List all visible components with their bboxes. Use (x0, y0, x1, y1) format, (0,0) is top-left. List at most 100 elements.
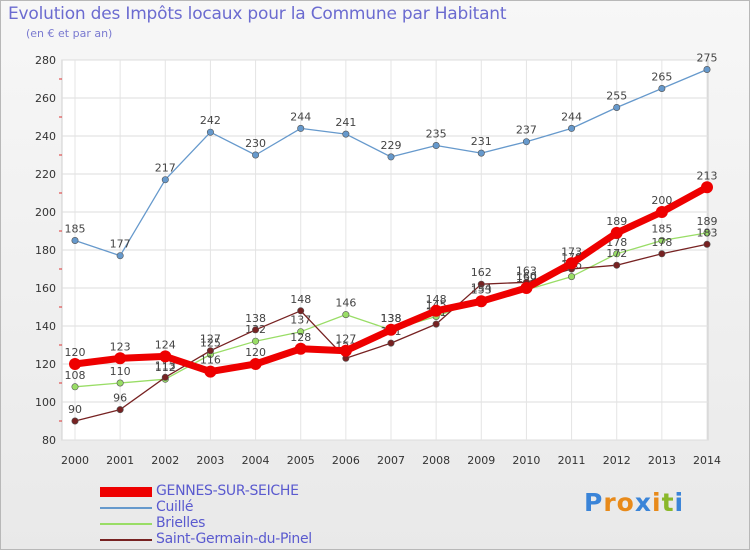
data-label: 127 (200, 333, 221, 346)
data-label: 137 (290, 314, 311, 327)
legend-label: Cuillé (156, 499, 194, 515)
data-label: 275 (697, 52, 718, 65)
data-label: 113 (155, 359, 176, 372)
data-label: 189 (697, 215, 718, 228)
data-label: 148 (426, 293, 447, 306)
x-tick-label: 2005 (287, 454, 315, 467)
data-label: 217 (155, 162, 176, 175)
data-label: 90 (68, 403, 82, 416)
data-point (613, 250, 621, 258)
data-point (161, 373, 169, 381)
data-point (69, 358, 81, 370)
x-tick-label: 2007 (377, 454, 405, 467)
data-label: 148 (290, 293, 311, 306)
data-point (161, 176, 169, 184)
data-point (387, 153, 395, 161)
data-label: 138 (245, 312, 266, 325)
data-label: 120 (245, 346, 266, 359)
logo-letter: P (584, 488, 604, 517)
data-point (703, 66, 711, 74)
logo-letter: r (603, 488, 617, 517)
data-point (206, 347, 214, 355)
data-point (116, 379, 124, 387)
data-point (294, 342, 307, 355)
data-label: 173 (561, 245, 582, 258)
data-label: 185 (65, 223, 86, 236)
y-tick-label: 160 (35, 282, 56, 295)
y-tick-label: 80 (42, 434, 56, 447)
x-tick-label: 2000 (61, 454, 89, 467)
legend-swatch (100, 507, 152, 509)
logo-letter: i (652, 488, 662, 517)
y-tick-label: 120 (35, 358, 56, 371)
logo-letter: x (634, 488, 652, 517)
data-label: 124 (155, 338, 176, 351)
legend-swatch (100, 487, 152, 497)
data-point (477, 280, 485, 288)
data-label: 244 (290, 110, 311, 123)
data-point (658, 237, 666, 245)
data-point (522, 138, 530, 146)
data-point (297, 124, 305, 132)
y-tick-label: 260 (35, 92, 56, 105)
chart-legend: GENNES-SUR-SEICHE Cuillé Brielles Saint-Ger… (100, 483, 420, 548)
data-point (339, 344, 352, 357)
data-point (703, 229, 711, 237)
data-label: 146 (335, 297, 356, 310)
data-point (71, 383, 79, 391)
data-label: 116 (200, 354, 221, 367)
data-point (252, 151, 260, 159)
data-point (565, 257, 578, 270)
data-label: 96 (113, 392, 127, 405)
data-label: 125 (200, 337, 221, 350)
data-label: 110 (110, 365, 131, 378)
data-point (249, 358, 262, 370)
data-label: 178 (651, 236, 672, 249)
proxiti-logo: Proxiti (584, 488, 684, 517)
data-label: 138 (381, 312, 402, 325)
data-label: 162 (471, 266, 492, 279)
y-tick-label: 140 (35, 320, 56, 333)
x-tick-label: 2002 (151, 454, 179, 467)
data-label: 128 (290, 331, 311, 344)
data-point (159, 350, 172, 363)
y-tick-label: 280 (35, 54, 56, 67)
legend-swatch (100, 539, 152, 541)
data-point (613, 261, 621, 269)
data-point (342, 311, 350, 319)
chart-subtitle: (en € et par an) (26, 27, 113, 40)
x-tick-label: 2012 (603, 454, 631, 467)
data-point (342, 130, 350, 138)
data-point (432, 142, 440, 150)
data-label: 235 (426, 128, 447, 141)
data-point (204, 365, 217, 378)
data-label: 229 (381, 139, 402, 152)
logo-letter: t (661, 488, 675, 517)
data-point (658, 250, 666, 258)
data-label: 120 (65, 346, 86, 359)
series-brielles: 1081101121251321371461381451541591661781… (65, 215, 718, 391)
x-tick-label: 2003 (196, 454, 224, 467)
data-label: 127 (335, 333, 356, 346)
data-point (252, 337, 260, 345)
data-point (610, 226, 623, 239)
data-point (432, 320, 440, 328)
y-tick-label: 180 (35, 244, 56, 257)
data-label: 255 (606, 90, 627, 103)
data-point (520, 282, 533, 294)
data-label: 244 (561, 110, 582, 123)
x-tick-label: 2001 (106, 454, 134, 467)
x-tick-label: 2004 (242, 454, 270, 467)
data-label: 112 (155, 361, 176, 374)
data-point (655, 206, 668, 218)
data-point (114, 352, 127, 365)
data-label: 242 (200, 114, 221, 127)
data-label: 154 (471, 281, 492, 294)
data-label: 160 (516, 270, 537, 283)
data-point (385, 323, 397, 336)
data-point (613, 104, 621, 112)
legend-item: Saint-Germain-du-Pinel (100, 531, 420, 548)
legend-label: GENNES-SUR-SEICHE (156, 483, 299, 499)
data-point (71, 417, 79, 425)
x-tick-label: 2013 (648, 454, 676, 467)
